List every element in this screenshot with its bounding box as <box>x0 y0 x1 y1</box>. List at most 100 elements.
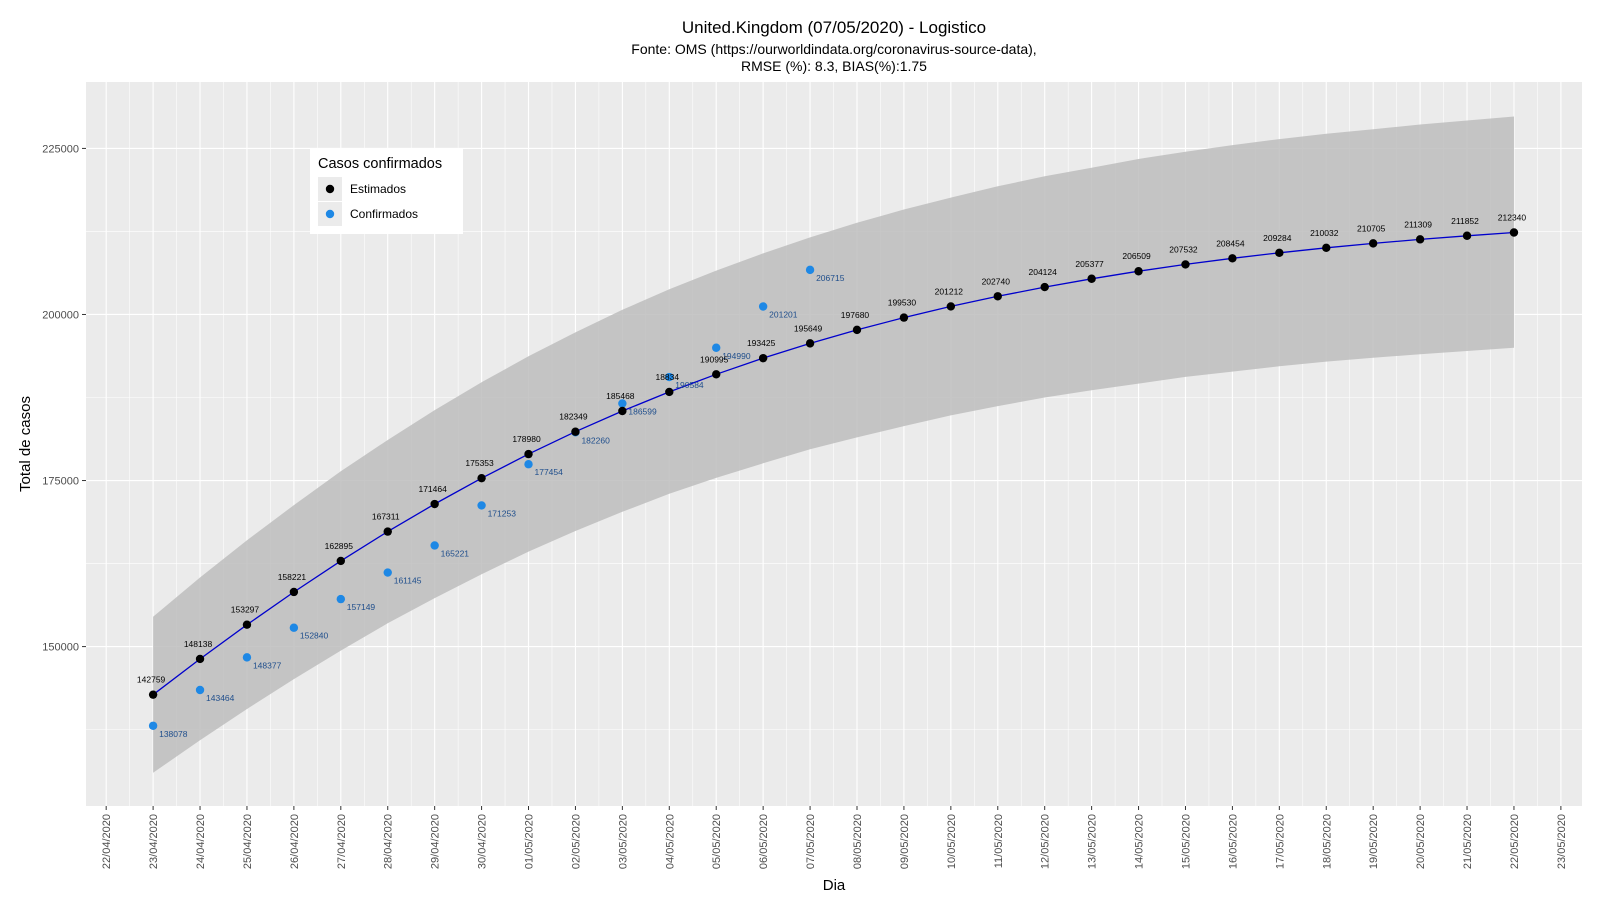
x-tick-label: 10/05/2020 <box>946 814 958 869</box>
estimated-data-label: 208454 <box>1216 238 1245 248</box>
x-tick-label: 11/05/2020 <box>993 814 1005 868</box>
confirmed-point <box>383 568 392 577</box>
y-tick-label: 175000 <box>42 476 79 488</box>
confirmed-data-label: 194990 <box>722 351 751 361</box>
legend-label-confirmados: Confirmados <box>350 207 418 221</box>
x-tick-label: 21/05/2020 <box>1462 814 1474 869</box>
estimated-data-label: 202740 <box>982 276 1011 286</box>
confirmed-data-label: 138078 <box>159 729 188 739</box>
y-tick-label: 200000 <box>42 309 79 321</box>
estimated-data-label: 171464 <box>418 484 447 494</box>
estimated-point <box>336 556 346 566</box>
x-tick-label: 17/05/2020 <box>1274 814 1286 869</box>
estimated-data-label: 185468 <box>606 391 635 401</box>
estimated-point <box>148 690 158 699</box>
confirmed-data-label: 148377 <box>253 660 282 670</box>
estimated-point <box>1275 248 1284 258</box>
confirmed-data-label: 157149 <box>347 602 376 612</box>
confidence-band <box>153 116 1515 773</box>
axes-group: 150000 175000 200000 225000 22/04/2020 23/04/… <box>42 143 1568 869</box>
x-tick-label: 07/05/2020 <box>805 814 817 869</box>
estimated-point <box>1087 274 1096 283</box>
estimated-data-label: 197680 <box>841 310 870 320</box>
legend-title: Casos confirmados <box>318 156 442 172</box>
estimated-point <box>524 449 533 459</box>
y-tick-label: 150000 <box>42 642 79 654</box>
chart-subtitle-line-2: RMSE (%): 8.3, BIAS(%):1.75 <box>741 58 927 74</box>
estimated-data-label: 201212 <box>935 286 964 296</box>
estimated-data-label: 18834 <box>655 372 679 382</box>
estimated-point <box>195 654 205 664</box>
estimated-data-label: 204124 <box>1029 267 1058 277</box>
x-axis-title: Dia <box>823 877 846 894</box>
legend: Casos confirmados Estimados Confirmados <box>310 148 463 234</box>
x-tick-label: 27/04/2020 <box>336 814 348 869</box>
confirmed-point <box>242 653 252 662</box>
estimated-point <box>383 527 392 536</box>
x-tick-label: 04/05/2020 <box>664 814 676 869</box>
estimated-point <box>899 313 909 322</box>
confirmed-data-label: 186599 <box>628 406 657 416</box>
legend-label-estimados: Estimados <box>350 182 406 196</box>
confirmed-data-label: 161145 <box>394 576 422 586</box>
confirmed-point <box>712 343 721 352</box>
chart-title: United.Kingdom (07/05/2020) - Logistico <box>682 18 986 37</box>
x-tick-label: 26/04/2020 <box>289 814 301 869</box>
x-tick-label: 23/04/2020 <box>148 814 160 869</box>
estimated-data-label: 193425 <box>747 338 776 348</box>
x-tick-label: 09/05/2020 <box>899 814 911 869</box>
x-tick-label: 13/05/2020 <box>1087 814 1099 869</box>
confirmed-data-label: 165221 <box>441 548 470 558</box>
estimated-point <box>852 325 862 335</box>
fit-line <box>152 231 1515 696</box>
confirmed-point <box>618 399 627 408</box>
estimated-data-label: 199530 <box>888 298 917 308</box>
x-tick-label: 12/05/2020 <box>1040 814 1052 869</box>
estimated-data-label: 211852 <box>1451 216 1479 226</box>
confirmed-point <box>524 460 533 469</box>
estimated-point <box>477 473 486 483</box>
estimated-data-label: 207532 <box>1169 244 1198 254</box>
chart-subtitle-line-1: Fonte: OMS (https://ourworldindata.org/c… <box>631 41 1036 57</box>
x-tick-label: 15/05/2020 <box>1181 814 1193 869</box>
x-tick-label: 02/05/2020 <box>570 814 582 869</box>
confirmed-point <box>336 594 346 604</box>
estimated-point <box>1509 228 1519 237</box>
confirmed-data-label: 171253 <box>488 508 517 518</box>
x-tick-label: 05/05/2020 <box>711 814 723 869</box>
x-tick-label: 22/04/2020 <box>101 814 113 869</box>
confirmed-point <box>758 302 768 311</box>
estimated-data-label: 211309 <box>1404 219 1432 229</box>
estimated-data-label: 209284 <box>1263 233 1292 243</box>
x-tick-label: 03/05/2020 <box>617 814 629 869</box>
x-tick-label: 19/05/2020 <box>1368 814 1380 869</box>
estimated-data-label: 210705 <box>1357 223 1386 233</box>
confirmed-data-label: 182260 <box>581 435 610 445</box>
data-labels-group: 138078 143464 148377 152840 157149 161145 1652… <box>137 213 1526 739</box>
estimated-data-label: 175353 <box>465 458 494 468</box>
estimated-point <box>993 292 1002 301</box>
x-tick-label: 25/04/2020 <box>242 814 254 869</box>
estimated-point <box>1462 231 1472 240</box>
confirmed-data-label: 206715 <box>816 273 845 283</box>
estimated-point <box>571 427 580 436</box>
estimated-point <box>1228 254 1237 263</box>
confirmed-point <box>477 501 486 510</box>
y-axis-title: Total de casos <box>17 396 34 492</box>
fit-line-group <box>152 231 1515 696</box>
estimated-point <box>242 620 252 629</box>
x-tick-label: 18/05/2020 <box>1321 814 1333 869</box>
estimated-point <box>1415 235 1425 244</box>
estimated-point <box>1134 267 1143 276</box>
confirmed-data-label: 152840 <box>300 631 329 641</box>
confirmed-point <box>289 623 299 632</box>
estimated-data-label: 158221 <box>278 572 307 582</box>
x-tick-label: 16/05/2020 <box>1227 814 1239 869</box>
estimated-data-label: 206509 <box>1122 251 1151 261</box>
estimated-point <box>665 387 674 397</box>
estimated-point <box>946 302 956 311</box>
estimated-point <box>1368 239 1378 248</box>
x-tick-label: 22/05/2020 <box>1509 814 1521 869</box>
estimated-point <box>712 370 721 379</box>
